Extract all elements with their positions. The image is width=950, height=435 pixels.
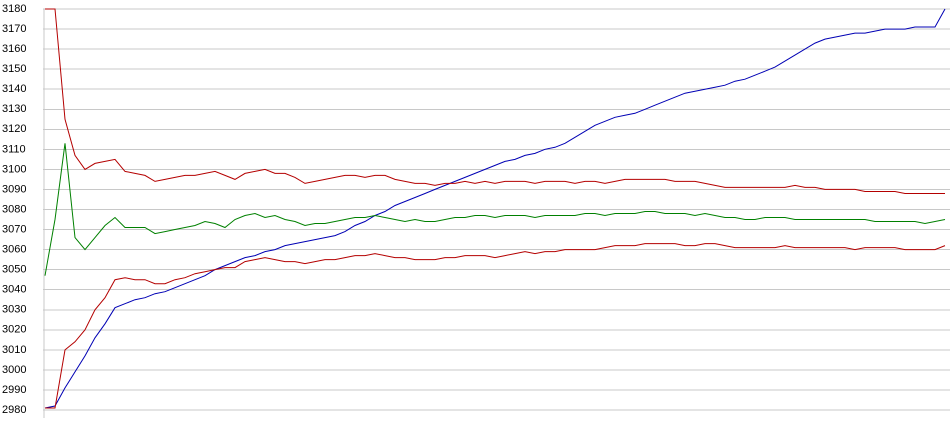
y-tick-label: 3150 [2,63,26,75]
series-line [44,8,946,409]
y-tick-label: 3090 [2,183,26,195]
y-tick-label: 3170 [2,23,26,35]
y-tick-label: 2980 [2,404,26,416]
y-tick-label: 3080 [2,203,26,215]
y-tick-label: 3180 [2,3,26,15]
y-tick-label: 3070 [2,223,26,235]
y-tick-label: 3020 [2,324,26,336]
series-line [44,143,946,276]
y-tick-label: 3040 [2,284,26,296]
y-tick-label: 2990 [2,384,26,396]
y-tick-label: 3160 [2,43,26,55]
y-tick-label: 3100 [2,163,26,175]
y-tick-label: 3140 [2,83,26,95]
series-line [45,8,945,194]
y-tick-label: 3110 [2,143,26,155]
y-tick-label: 3050 [2,264,26,276]
series-line [45,243,946,409]
y-tick-label: 3060 [2,244,26,256]
y-tick-label: 3130 [2,103,26,115]
y-tick-label: 3000 [2,364,26,376]
y-tick-label: 3120 [2,123,26,135]
y-tick-label: 3030 [2,304,26,316]
y-tick-label: 3010 [2,344,26,356]
